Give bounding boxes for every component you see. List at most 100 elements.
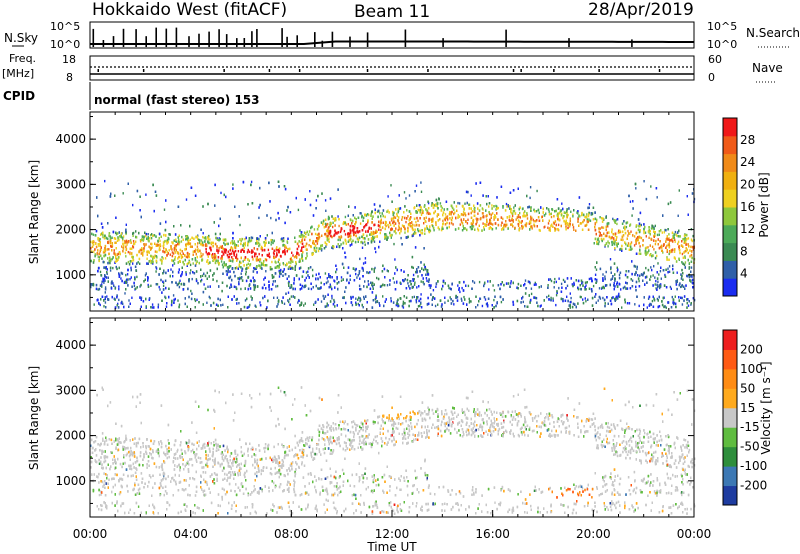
range-gate-cell [395,232,397,235]
range-gate-cell [612,233,615,236]
freq-mark [658,69,661,72]
range-gate-cell [447,299,449,302]
range-gate-cell [690,280,692,283]
range-gate-cell [602,273,604,276]
range-gate-cell [158,237,160,240]
range-gate-cell [526,194,528,198]
range-gate-cell [387,209,389,212]
range-gate-cell [457,201,459,205]
range-gate-cell [445,200,448,203]
range-gate-cell [246,251,249,254]
range-gate-cell [478,280,481,284]
range-gate-cell [338,281,340,284]
range-gate-cell [122,302,124,305]
range-gate-cell [259,301,261,304]
range-gate-cell [521,207,524,211]
range-gate-cell [363,295,365,299]
range-gate-cell [251,297,253,300]
range-gate-cell [155,261,158,264]
range-gate-cell [386,284,389,287]
range-gate-cell [399,297,401,300]
range-gate-cell [421,232,424,235]
range-gate-cell [254,267,256,271]
range-gate-cell [203,283,205,286]
range-gate-cell [332,225,334,229]
range-gate-cell [459,223,461,226]
range-gate-cell [295,196,297,200]
range-gate-cell [206,271,208,275]
range-gate-cell [232,183,234,186]
range-gate-cell [165,305,168,308]
range-gate-cell [171,299,173,303]
sky-bar [256,29,258,47]
range-gate-cell [586,218,588,221]
range-gate-cell [153,256,156,259]
range-gate-cell [298,240,300,243]
range-gate-cell [658,273,660,276]
range-gate-cell [311,268,314,272]
range-gate-cell [153,209,155,213]
range-gate-cell [326,223,329,226]
range-gate-cell [104,286,107,289]
range-gate-cell [185,247,187,251]
range-gate-cell [100,222,103,225]
range-gate-cell [423,222,425,225]
range-gate-cell [331,235,333,239]
range-gate-cell [397,303,399,306]
range-gate-cell [659,270,662,273]
range-gate-cell [282,237,285,240]
range-gate-cell [385,298,387,301]
range-gate-cell [222,303,224,306]
range-gate-cell [420,213,423,216]
range-gate-cell [345,242,347,245]
range-gate-cell [457,284,459,287]
range-gate-cell [417,275,419,278]
range-gate-cell [616,270,619,273]
range-gate-cell [110,192,112,195]
range-gate-cell [329,300,332,303]
range-gate-cell [271,276,274,279]
range-gate-cell [288,300,290,304]
range-gate-cell [420,190,423,193]
range-gate-cell [93,259,95,262]
range-gate-cell [393,242,395,246]
range-gate-cell [116,304,118,307]
range-gate-cell [364,237,366,240]
sky-bar [296,35,298,47]
range-gate-cell [594,295,596,298]
range-gate-cell [94,253,96,256]
range-gate-cell [495,304,497,308]
range-gate-cell [336,268,338,271]
range-gate-cell [463,295,465,299]
range-gate-cell [302,259,304,262]
range-gate-cell [194,257,196,260]
range-gate-cell [270,288,273,291]
range-gate-cell [407,215,409,218]
range-gate-cell [217,256,220,259]
range-gate-cell [151,306,154,309]
range-gate-cell [301,284,303,288]
range-gate-cell [652,274,654,277]
range-gate-cell [635,242,637,245]
range-gate-cell [415,220,417,224]
range-gate-cell [258,216,260,220]
range-gate-cell [240,239,242,243]
range-gate-cell [544,225,546,228]
range-gate-cell [98,287,101,291]
range-gate-cell [260,247,262,250]
range-gate-cell [469,225,471,229]
range-gate-cell [526,214,528,217]
range-gate-cell [489,226,491,229]
range-gate-cell [131,296,133,299]
range-gate-cell [493,298,495,302]
range-gate-cell [177,257,179,260]
range-gate-cell [168,249,170,252]
range-gate-cell [681,268,683,272]
range-gate-cell [151,260,153,263]
range-gate-cell [375,301,377,304]
range-gate-cell [98,239,100,242]
range-gate-cell [570,296,572,300]
search-tick-top: 10^5 [707,20,737,33]
nave-label: Nave [752,61,783,75]
range-gate-cell [106,295,108,298]
